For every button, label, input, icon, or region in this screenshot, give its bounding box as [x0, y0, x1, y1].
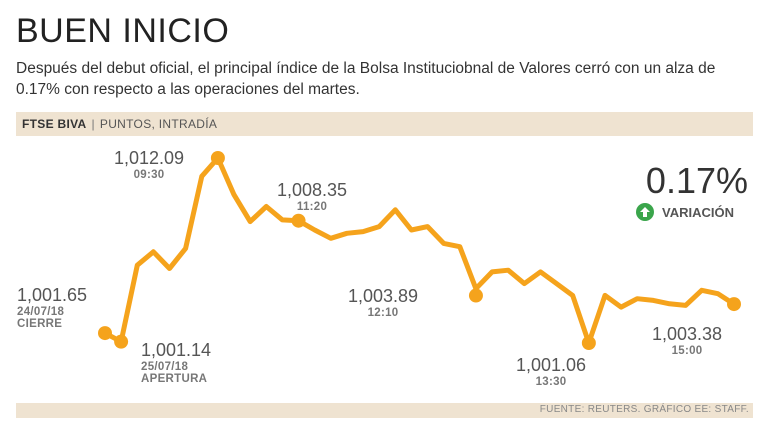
annotation-1210-time: 12:10: [367, 307, 399, 319]
chart-subtitle: Después del debut oficial, el principal …: [16, 60, 716, 98]
chart-header-bar: FTSE BIVA | PUNTOS, INTRADÍA: [16, 112, 753, 136]
annotation-cierre: 1,001.65 24/07/18 CIERRE: [17, 285, 87, 330]
annotation-cierre-label: CIERRE: [17, 318, 63, 330]
data-point-5: [581, 336, 596, 350]
data-point-4: [468, 288, 483, 303]
variation-value: 0.17%: [645, 160, 748, 201]
annotation-apertura-date: 25/07/18: [141, 361, 189, 373]
arrow-up-icon: [636, 203, 654, 221]
annotation-1120-value: 1,008.35: [277, 180, 348, 200]
annotation-1330-time: 13:30: [535, 376, 567, 388]
annotation-1500-time: 15:00: [671, 345, 703, 357]
chart-header-label: FTSE BIVA | PUNTOS, INTRADÍA: [22, 117, 217, 131]
data-point-1: [114, 334, 129, 349]
annotation-apertura: 1,001.14 25/07/18 APERTURA: [141, 340, 211, 385]
index-name: FTSE BIVA: [22, 117, 87, 131]
chart-title: BUEN INICIO: [16, 12, 230, 50]
annotation-1210: 1,003.89 12:10: [348, 286, 418, 319]
annotation-1330-value: 1,001.06: [516, 355, 587, 375]
annotation-max-time: 09:30: [133, 169, 165, 181]
annotation-max: 1,012.09 09:30: [114, 148, 184, 181]
data-point-6: [727, 297, 741, 312]
variation-indicator: VARIACIÓN: [636, 203, 734, 221]
unit-label: PUNTOS, INTRADÍA: [99, 117, 218, 131]
data-point-2: [210, 151, 225, 165]
variation-label: VARIACIÓN: [662, 204, 734, 220]
data-point-0: [98, 326, 112, 341]
annotation-1120-time: 11:20: [296, 201, 328, 213]
annotation-1210-value: 1,003.89: [348, 286, 419, 306]
annotation-cierre-date: 24/07/18: [17, 306, 65, 318]
annotation-1500-value: 1,003.38: [652, 324, 723, 344]
annotation-1120: 1,008.35 11:20: [277, 180, 347, 213]
footer-bar: FUENTE: REUTERS. GRÁFICO EE: STAFF.: [16, 403, 753, 418]
header-separator: |: [91, 117, 95, 131]
source-note: FUENTE: REUTERS. GRÁFICO EE: STAFF.: [539, 404, 749, 415]
annotation-1500: 1,003.38 15:00: [652, 324, 722, 357]
data-point-3: [291, 213, 306, 228]
annotation-apertura-value: 1,001.14: [141, 340, 212, 360]
annotation-apertura-label: APERTURA: [141, 373, 208, 385]
series-line: [102, 155, 737, 346]
annotation-cierre-value: 1,001.65: [17, 285, 88, 305]
annotation-max-value: 1,012.09: [114, 148, 185, 168]
annotation-1330: 1,001.06 13:30: [516, 355, 586, 388]
